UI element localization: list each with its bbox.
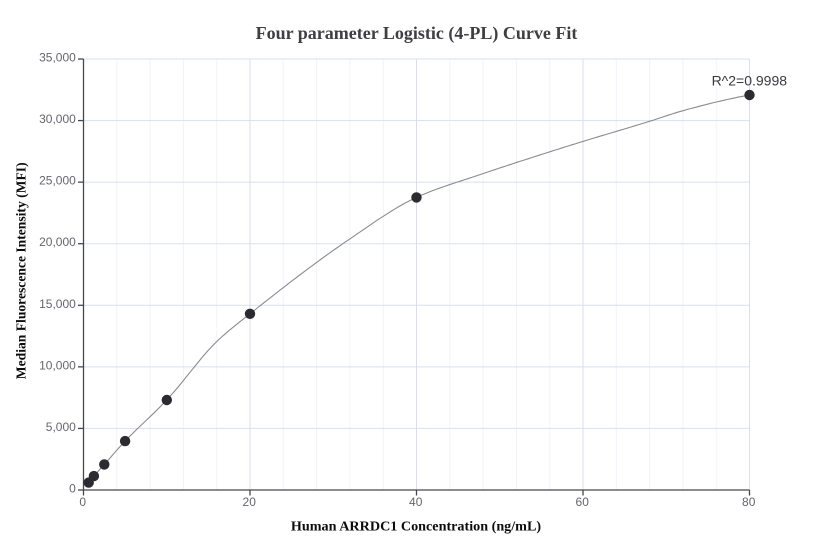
svg-text:Four parameter Logistic (4-PL): Four parameter Logistic (4-PL) Curve Fit — [256, 23, 578, 44]
svg-text:Human ARRDC1 Concentration (ng: Human ARRDC1 Concentration (ng/mL) — [291, 519, 542, 535]
svg-text:20: 20 — [243, 495, 257, 509]
svg-text:0: 0 — [79, 495, 86, 509]
svg-text:30,000: 30,000 — [39, 112, 76, 126]
svg-text:80: 80 — [742, 495, 756, 509]
svg-text:60: 60 — [576, 495, 590, 509]
svg-text:R^2=0.9998: R^2=0.9998 — [712, 73, 788, 89]
svg-text:0: 0 — [69, 482, 76, 496]
svg-text:25,000: 25,000 — [39, 174, 76, 188]
svg-text:10,000: 10,000 — [39, 358, 76, 372]
svg-text:35,000: 35,000 — [39, 51, 76, 65]
svg-text:40: 40 — [409, 495, 423, 509]
svg-text:15,000: 15,000 — [39, 297, 76, 311]
svg-text:5,000: 5,000 — [46, 420, 76, 434]
svg-text:Median Fluorescence Intensity: Median Fluorescence Intensity (MFI) — [14, 162, 30, 379]
svg-text:20,000: 20,000 — [39, 235, 76, 249]
